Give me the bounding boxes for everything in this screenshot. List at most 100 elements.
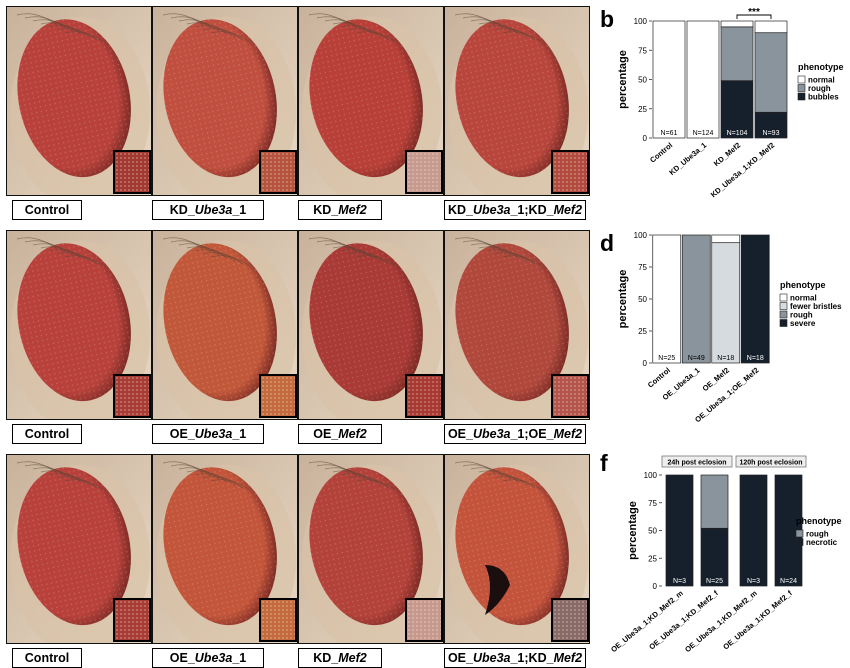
legend-swatch: [779, 293, 788, 302]
legend-label: rough: [790, 311, 813, 320]
panel-label-d: d: [600, 230, 615, 256]
bar-segment-rough: [700, 474, 729, 529]
bar-segment-rough: [720, 26, 754, 82]
eye-inset-a-1: [113, 150, 151, 194]
eye-inset-e-3: [405, 598, 443, 642]
chart-d-phenotype-overexpression: percentage0255075100N=25ControlN=49OE_Ub…: [617, 231, 842, 424]
genotype-caption-c-4: OE_Ube3a_1;OE_Mef2: [444, 424, 586, 444]
genotype-caption-c-3: OE_Mef2: [298, 424, 382, 444]
caption-segment: OE_: [169, 427, 195, 441]
y-tick-label: 25: [638, 327, 647, 336]
eye-photo-c-4: [444, 230, 590, 420]
eye-photo-e-3: [298, 454, 444, 644]
caption-segment: _1: [232, 203, 247, 217]
eye-photo-a-1: [6, 6, 152, 196]
significance-bracket: [736, 14, 772, 19]
legend-title: phenotype: [798, 62, 844, 72]
caption-segment: Ube3a: [472, 427, 511, 441]
caption-segment: Mef2: [553, 203, 583, 217]
caption-segment: _1: [232, 427, 247, 441]
bar-segment-normal: [754, 20, 788, 34]
y-tick-label: 75: [638, 46, 647, 55]
y-tick-label: 75: [648, 499, 657, 508]
caption-segment: Mef2: [553, 651, 583, 665]
eye-photo-e-4: [444, 454, 590, 644]
bar-segment-necrotic: [700, 527, 729, 587]
bar-count-label: N=18: [717, 355, 734, 362]
legend-title: phenotype: [780, 280, 826, 290]
legend-swatch: [797, 92, 806, 101]
bar-segment-normal: [652, 234, 682, 364]
eye-photo-a-3: [298, 6, 444, 196]
eye-inset-e-1: [113, 598, 151, 642]
bar-segment-necrotic: [739, 474, 768, 587]
facet-title: 24h post eclosion: [667, 460, 726, 467]
caption-segment: _1;KD_: [510, 203, 554, 217]
genotype-caption-e-4: OE_Ube3a_1;KD_Mef2: [444, 648, 586, 668]
bar-count-label: N=3: [747, 578, 760, 585]
bar-count-label: N=93: [763, 130, 780, 137]
caption-segment: Ube3a: [472, 651, 511, 665]
y-tick-label: 100: [634, 231, 648, 240]
caption-segment: OE_: [447, 427, 473, 441]
caption-segment: KD_: [313, 651, 339, 665]
bar-segment-normal: [720, 20, 754, 28]
x-tick-label: KD_Mef2: [712, 141, 742, 169]
y-tick-label: 25: [648, 554, 657, 563]
eye-photo-e-2: [152, 454, 298, 644]
caption-segment: OE_: [169, 651, 195, 665]
legend-label: severe: [790, 319, 816, 328]
caption-segment: KD_: [169, 203, 195, 217]
genotype-caption-a-3: KD_Mef2: [298, 200, 382, 220]
y-axis-label: percentage: [617, 270, 629, 329]
bar-count-label: N=25: [658, 355, 675, 362]
legend-label: bubbles: [808, 93, 839, 102]
bar-segment-bubbles: [754, 111, 788, 139]
genotype-caption-e-3: KD_Mef2: [298, 648, 382, 668]
caption-segment: Mef2: [338, 651, 367, 665]
caption-segment: Mef2: [338, 427, 367, 441]
bar-count-label: N=104: [727, 130, 748, 137]
chart-f-phenotype-post-eclosion: percentage 0 25 50 75 100 24h post eclosion N=3…: [609, 455, 842, 654]
y-tick-label: 0: [643, 134, 648, 143]
legend-swatch: [779, 319, 788, 327]
y-tick-label: 100: [644, 471, 658, 480]
genotype-caption-a-1: Control: [12, 200, 82, 220]
caption-segment: _1;OE_: [510, 427, 554, 441]
caption-segment: Control: [24, 651, 70, 665]
legend-title: phenotype: [796, 516, 842, 526]
x-tick-label: OE_Ube3a_1;KD_Mef2_f: [647, 588, 720, 651]
eye-photo-a-4: [444, 6, 590, 196]
eye-inset-e-4: [551, 598, 589, 642]
x-tick-label: OE_Ube3a_1;KD_Mef2_f: [721, 588, 794, 651]
genotype-caption-c-1: Control: [12, 424, 82, 444]
legend-label: fewer bristles: [790, 302, 842, 311]
genotype-caption-e-2: OE_Ube3a_1: [152, 648, 264, 668]
legend-swatch: [795, 538, 804, 546]
bar-segment-fewer-bristles: [711, 242, 741, 364]
y-tick-label: 100: [634, 17, 648, 26]
eye-inset-a-3: [405, 150, 443, 194]
y-tick-label: 75: [638, 263, 647, 272]
bar-segment-normal: [652, 20, 686, 139]
legend-swatch: [795, 529, 804, 538]
eye-inset-c-4: [551, 374, 589, 418]
y-tick-label: 0: [643, 359, 648, 368]
bar-count-label: N=18: [747, 355, 764, 362]
bar-count-label: N=124: [693, 130, 714, 137]
bar-count-label: N=61: [661, 130, 678, 137]
caption-segment: Ube3a: [194, 651, 233, 665]
bar-segment-normal: [711, 234, 741, 244]
legend-swatch: [797, 75, 806, 84]
y-tick-label: 25: [638, 105, 647, 114]
genotype-caption-a-2: KD_Ube3a_1: [152, 200, 264, 220]
y-tick-label: 0: [653, 582, 658, 591]
legend-label: necrotic: [806, 538, 838, 547]
bar-count-label: N=24: [780, 578, 797, 585]
bar-segment-rough: [754, 32, 788, 113]
eye-inset-a-4: [551, 150, 589, 194]
legend-label: rough: [806, 530, 829, 539]
y-axis-label: percentage: [627, 501, 639, 560]
facet-strip: [661, 455, 733, 468]
eye-photo-e-1: [6, 454, 152, 644]
